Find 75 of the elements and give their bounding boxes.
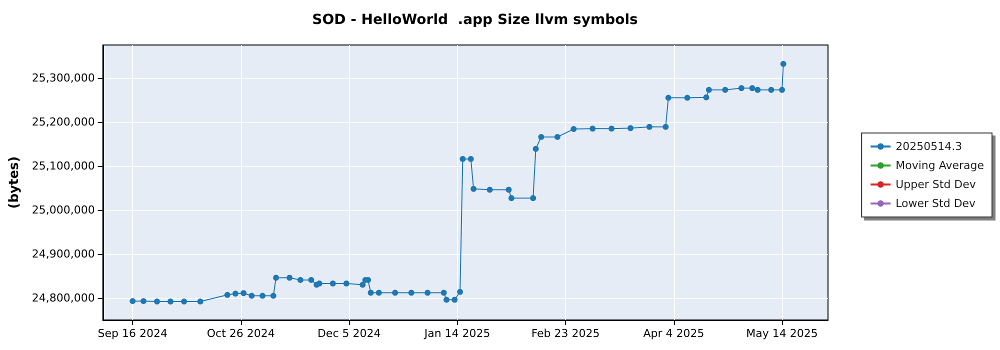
point — [457, 288, 464, 295]
point — [684, 94, 690, 101]
point — [452, 296, 458, 303]
point — [440, 290, 447, 296]
y-tick-label: 25,200,000 — [32, 116, 95, 128]
x-tick-label: Sep 16 2024 — [98, 327, 168, 340]
point — [749, 85, 756, 92]
point — [530, 195, 536, 202]
point — [486, 186, 493, 193]
point — [768, 86, 774, 93]
point — [646, 124, 652, 130]
point — [140, 298, 146, 304]
point — [706, 86, 712, 93]
point — [508, 195, 514, 202]
x-tick-label: Apr 4 2025 — [643, 327, 704, 340]
point — [627, 125, 634, 132]
legend-label: Upper Std Dev — [896, 178, 976, 191]
x-tick-label: Oct 26 2024 — [206, 327, 275, 340]
point — [408, 290, 414, 296]
chart-title: SOD - HelloWorld .app Size llvm symbols — [312, 12, 638, 28]
point — [330, 280, 336, 286]
point — [665, 94, 672, 101]
point — [608, 126, 615, 132]
point — [273, 274, 280, 281]
point — [224, 292, 230, 298]
x-tick-label: Dec 5 2024 — [317, 327, 381, 340]
legend-label: Moving Average — [896, 159, 984, 172]
y-tick-label: 25,000,000 — [32, 204, 95, 216]
legend-label: Lower Std Dev — [896, 197, 976, 210]
y-tick-label: 25,100,000 — [32, 160, 95, 172]
point — [260, 292, 266, 299]
point — [376, 290, 382, 296]
y-tick-label: 24,800,000 — [32, 292, 95, 304]
point — [570, 126, 577, 132]
point — [738, 85, 744, 92]
point — [538, 134, 544, 140]
x-tick-label: Feb 23 2025 — [531, 327, 600, 340]
point — [248, 292, 255, 299]
point — [554, 134, 560, 140]
point — [662, 124, 669, 130]
point — [316, 280, 322, 286]
point — [308, 276, 314, 283]
point — [468, 156, 474, 162]
point — [343, 280, 350, 286]
point — [779, 86, 786, 93]
x-tick-label: Jan 14 2025 — [423, 327, 490, 340]
point — [360, 282, 366, 288]
point — [232, 290, 238, 297]
point — [703, 94, 710, 100]
point — [297, 276, 304, 283]
point — [460, 156, 466, 162]
x-tick-label: May 14 2025 — [746, 327, 818, 340]
legend-label: 20250514.3 — [896, 140, 962, 153]
point — [197, 298, 204, 305]
y-tick-label: 25,300,000 — [32, 72, 95, 84]
point — [470, 186, 477, 192]
point — [590, 126, 596, 132]
point — [368, 290, 374, 296]
point — [240, 290, 247, 296]
point — [181, 298, 188, 305]
point — [270, 292, 276, 299]
point — [154, 298, 160, 305]
point — [722, 86, 728, 93]
point — [780, 60, 786, 67]
y-tick-label: 24,900,000 — [32, 248, 95, 260]
point — [168, 298, 174, 305]
point — [424, 290, 431, 296]
point — [286, 274, 293, 281]
y-axis-title: (bytes) — [7, 156, 22, 209]
point — [444, 296, 450, 303]
point — [506, 186, 512, 193]
point — [532, 146, 539, 152]
point — [754, 86, 761, 93]
point — [392, 290, 398, 296]
point — [130, 298, 136, 304]
